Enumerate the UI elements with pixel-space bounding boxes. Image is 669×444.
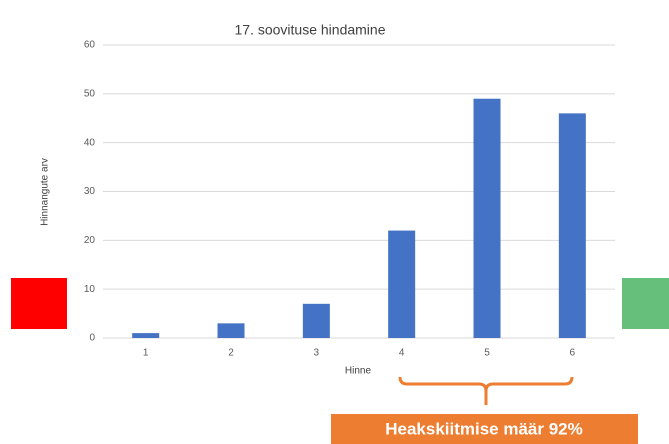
y-tick-label: 10 <box>84 284 96 295</box>
x-tick-label: 4 <box>399 348 405 359</box>
bar <box>217 323 245 338</box>
x-tick-label: 5 <box>484 348 490 359</box>
red-square <box>11 278 67 329</box>
annotation-box <box>331 414 638 444</box>
x-axis-title: Hinne <box>345 366 372 377</box>
bar <box>558 113 586 338</box>
y-tick-label: 20 <box>84 235 96 246</box>
y-tick-label: 30 <box>84 186 96 197</box>
bar <box>388 230 416 338</box>
x-tick-label: 6 <box>570 348 576 359</box>
y-tick-label: 50 <box>84 88 96 99</box>
x-tick-label: 1 <box>143 348 149 359</box>
y-tick-label: 0 <box>89 333 95 344</box>
y-tick-label: 60 <box>84 40 96 51</box>
annotation: Heakskiitmise määr 92% <box>385 419 583 438</box>
x-tick-label: 3 <box>314 348 320 359</box>
chart-title: 17. soovituse hindamine <box>235 22 386 38</box>
green-square <box>622 278 669 329</box>
bar <box>473 98 501 338</box>
bar <box>302 303 330 338</box>
bar <box>132 333 160 338</box>
y-axis-title: Hinnangute arv <box>40 158 51 226</box>
x-tick-label: 2 <box>228 348 234 359</box>
y-tick-label: 40 <box>84 137 96 148</box>
bracket <box>398 376 574 392</box>
